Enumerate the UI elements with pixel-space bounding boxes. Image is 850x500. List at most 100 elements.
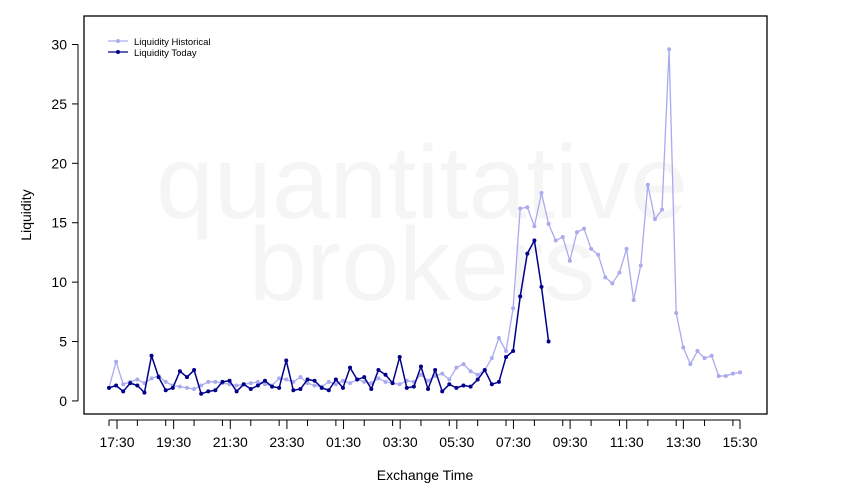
x-tick-label: 05:30 <box>439 434 474 450</box>
x-tick-label: 01:30 <box>326 434 361 450</box>
data-point-historical <box>645 182 650 187</box>
data-point-today <box>177 369 182 374</box>
data-point-historical <box>284 377 289 382</box>
data-point-today <box>241 382 246 387</box>
data-point-historical <box>333 382 338 387</box>
data-point-today <box>262 378 267 383</box>
y-axis: 0 5 10 15 20 25 30 <box>51 37 79 409</box>
data-point-historical <box>255 379 260 384</box>
data-point-today <box>496 379 501 384</box>
data-point-today <box>326 388 331 393</box>
data-point-today <box>128 381 133 386</box>
data-point-historical <box>589 246 594 251</box>
data-point-today <box>482 368 487 373</box>
data-point-historical <box>624 246 629 251</box>
data-point-today <box>447 382 452 387</box>
data-point-historical <box>730 371 735 376</box>
data-point-historical <box>206 379 211 384</box>
data-point-historical <box>362 379 367 384</box>
legend-marker-historical <box>116 39 120 43</box>
data-point-historical <box>709 353 714 358</box>
data-point-today <box>440 389 445 394</box>
data-point-today <box>142 390 147 395</box>
data-point-today <box>418 364 423 369</box>
data-point-today <box>539 284 544 289</box>
data-point-today <box>213 388 218 393</box>
data-point-today <box>234 389 239 394</box>
y-axis-label: Liquidity <box>18 189 34 240</box>
data-point-today <box>475 377 480 382</box>
data-point-today <box>504 354 509 359</box>
data-point-historical <box>681 345 686 350</box>
data-point-today <box>192 368 197 373</box>
data-point-historical <box>312 383 317 388</box>
y-tick-label: 10 <box>51 274 67 290</box>
x-tick-label: 09:30 <box>553 434 588 450</box>
data-point-historical <box>667 47 672 52</box>
watermark: quantitative brokers <box>156 125 688 323</box>
data-point-historical <box>376 376 381 381</box>
x-tick-label: 15:30 <box>722 434 757 450</box>
data-point-historical <box>248 381 253 386</box>
data-point-historical <box>582 226 587 231</box>
data-point-historical <box>652 217 657 222</box>
data-point-today <box>270 384 275 389</box>
data-point-today <box>355 377 360 382</box>
data-point-historical <box>638 263 643 268</box>
data-point-historical <box>702 356 707 361</box>
data-point-today <box>135 383 140 388</box>
x-axis-label: Exchange Time <box>377 467 474 483</box>
data-point-historical <box>447 377 452 382</box>
data-point-historical <box>177 384 182 389</box>
data-point-today <box>461 383 466 388</box>
data-point-today <box>362 375 367 380</box>
data-point-historical <box>574 230 579 235</box>
data-point-historical <box>688 362 693 367</box>
x-tick-label: 03:30 <box>383 434 418 450</box>
data-point-historical <box>511 306 516 311</box>
data-point-historical <box>489 356 494 361</box>
data-point-historical <box>546 221 551 226</box>
data-point-today <box>149 353 154 358</box>
y-tick-label: 20 <box>51 155 67 171</box>
data-point-today <box>156 375 161 380</box>
legend-entry-today: Liquidity Today <box>108 48 197 59</box>
data-point-today <box>305 377 310 382</box>
data-point-historical <box>461 362 466 367</box>
data-point-historical <box>496 335 501 340</box>
data-point-today <box>397 354 402 359</box>
data-point-today <box>404 385 409 390</box>
data-point-today <box>206 389 211 394</box>
data-point-historical <box>149 376 154 381</box>
data-point-historical <box>525 205 530 210</box>
data-point-historical <box>199 383 204 388</box>
data-point-today <box>319 385 324 390</box>
data-point-historical <box>326 379 331 384</box>
data-point-historical <box>114 359 119 364</box>
data-point-today <box>369 387 374 392</box>
y-tick-label: 5 <box>59 334 67 350</box>
x-axis: 17:30 19:30 21:30 23:30 01:30 03:30 05:30 07:30… <box>99 419 758 450</box>
data-point-today <box>121 389 126 394</box>
data-point-today <box>114 383 119 388</box>
data-point-historical <box>674 311 679 316</box>
data-point-historical <box>631 297 636 302</box>
data-point-today <box>284 358 289 363</box>
data-point-historical <box>192 387 197 392</box>
data-point-today <box>433 368 438 373</box>
data-point-today <box>220 379 225 384</box>
data-point-historical <box>596 252 601 257</box>
data-point-historical <box>369 381 374 386</box>
data-point-today <box>248 387 253 392</box>
x-tick-label: 19:30 <box>156 434 191 450</box>
y-tick-label: 0 <box>59 393 67 409</box>
data-point-today <box>340 385 345 390</box>
legend-marker-today <box>116 50 120 54</box>
data-point-historical <box>539 191 544 196</box>
data-point-historical <box>277 376 282 381</box>
data-point-historical <box>504 349 509 354</box>
data-point-today <box>426 387 431 392</box>
data-point-historical <box>475 372 480 377</box>
plot-frame <box>83 15 768 415</box>
